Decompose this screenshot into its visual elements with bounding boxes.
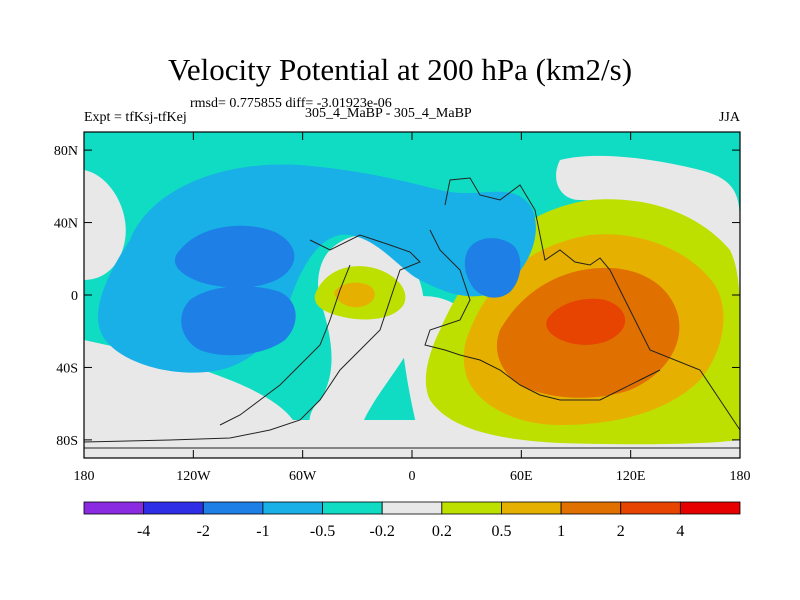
colorbar-swatch <box>262 501 323 515</box>
colorbar-swatch <box>620 501 681 515</box>
contour-field <box>84 132 740 458</box>
x-tick-label: 180 <box>730 469 751 484</box>
colorbar-swatch <box>381 501 443 515</box>
chart-title: Velocity Potential at 200 hPa (km2/s) <box>167 52 633 87</box>
y-tick-label: 80N <box>54 144 78 159</box>
negative-region-1-south <box>181 286 296 356</box>
colorbar-label: -1 <box>256 523 269 540</box>
coastline-north-america <box>219 264 351 426</box>
cases-subtitle: 305_4_MaBP - 305_4_MaBP <box>305 106 472 121</box>
positive-region-2 <box>546 298 626 345</box>
x-tick-label: 180 <box>74 469 95 484</box>
colorbar-label: 0.5 <box>491 523 511 540</box>
neutral-region-southwest <box>84 340 300 440</box>
colorbar-label: 2 <box>617 523 625 540</box>
stats-subtitle: rmsd= 0.775855 diff= -3.01923e-06 <box>190 96 392 111</box>
colorbar-swatch <box>441 501 502 515</box>
coastlines <box>84 177 740 449</box>
colorbar-swatch <box>560 501 622 515</box>
colorbar-swatch <box>501 501 562 515</box>
colorbar-label: 4 <box>676 523 684 540</box>
coastline-africa-eurasia <box>444 177 740 431</box>
positive-region-south-america-core <box>334 282 375 308</box>
colorbar-swatch <box>202 501 264 515</box>
colorbar: -4 -2 -1 -0.5 -0.2 0.2 0.5 1 2 4 <box>83 501 741 540</box>
x-tick-label: 60E <box>510 469 533 484</box>
x-tick-label: 60W <box>289 469 317 484</box>
colorbar-swatch <box>322 501 383 515</box>
colorbar-swatch <box>83 501 145 515</box>
colorbar-label: 1 <box>557 523 565 540</box>
y-tick-label: 40S <box>56 361 78 376</box>
season-subtitle: JJA <box>718 110 740 125</box>
x-tick-label: 120W <box>176 469 211 484</box>
colorbar-swatch <box>143 501 204 515</box>
colorbar-label: -0.5 <box>310 523 335 540</box>
neutral-region-west <box>84 170 126 280</box>
x-tick-label: 120E <box>616 469 646 484</box>
y-tick-label: 0 <box>71 289 78 304</box>
coastline-americas <box>84 234 421 443</box>
x-tick-label: 0 <box>409 469 416 484</box>
negative-region-1 <box>174 225 295 288</box>
colorbar-swatch <box>679 501 741 515</box>
y-tick-label: 80S <box>56 434 78 449</box>
colorbar-label: -2 <box>197 523 210 540</box>
colorbar-label: -4 <box>137 523 150 540</box>
experiment-subtitle: Expt = tfKsj-tfKej <box>84 110 187 125</box>
axes: 180 120W 60W 0 60E 120E 180 80N 40N 0 40S 80S <box>54 132 751 484</box>
colorbar-label: 0.2 <box>432 523 452 540</box>
coastline-africa <box>424 229 661 401</box>
colorbar-label: -0.2 <box>370 523 395 540</box>
y-tick-label: 40N <box>54 217 78 232</box>
negative-region-1-east <box>464 238 521 298</box>
